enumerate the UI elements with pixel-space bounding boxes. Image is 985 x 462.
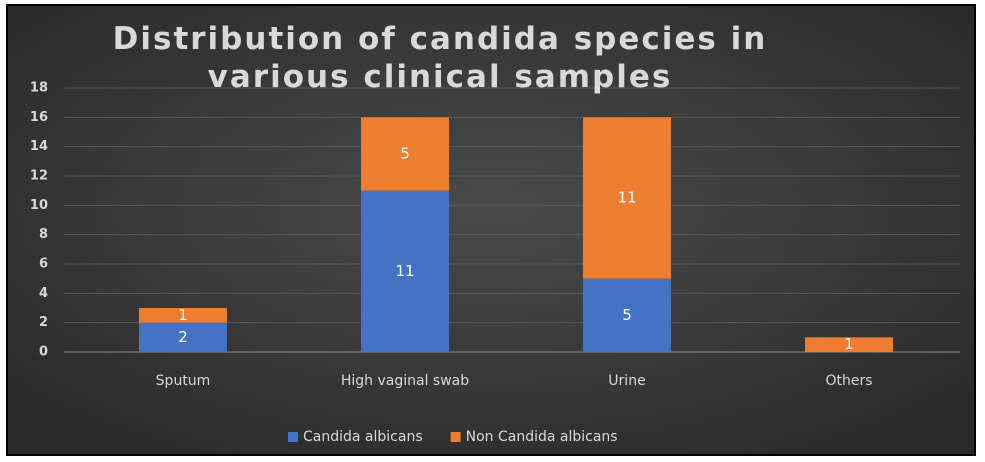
x-tick-label: High vaginal swab <box>341 373 469 389</box>
bar-segment <box>361 190 449 352</box>
legend-label: Non Candida albicans <box>466 429 618 445</box>
data-label: 11 <box>395 262 414 280</box>
y-tick-label: 16 <box>30 110 48 125</box>
x-tick-label: Others <box>825 373 872 389</box>
y-tick-label: 18 <box>30 81 48 96</box>
data-label: 1 <box>178 306 188 324</box>
bar-segment <box>139 308 227 323</box>
chart-background <box>6 4 976 456</box>
y-tick-label: 2 <box>39 315 48 330</box>
legend-label: Candida albicans <box>303 429 423 445</box>
y-tick-label: 4 <box>39 286 48 301</box>
y-tick-label: 14 <box>30 139 48 154</box>
bar-segment <box>805 337 893 352</box>
bar-segment <box>139 322 227 352</box>
y-tick-label: 8 <box>39 227 48 242</box>
chart-title: Distribution of candida species in vario… <box>112 21 768 95</box>
data-label: 5 <box>400 145 410 163</box>
bar-segment <box>361 117 449 191</box>
bar-segment <box>583 117 671 279</box>
y-tick-label: 10 <box>30 198 48 213</box>
x-tick-label: Urine <box>608 373 645 389</box>
data-label: 5 <box>622 306 632 324</box>
legend-swatch <box>288 432 298 442</box>
legend-swatch <box>450 432 461 442</box>
data-label: 1 <box>844 335 854 353</box>
bar-segment <box>583 278 671 352</box>
y-tick-label: 12 <box>30 169 48 184</box>
data-label: 11 <box>617 189 636 207</box>
data-label: 2 <box>178 328 188 346</box>
y-tick-label: 6 <box>39 257 48 272</box>
y-tick-label: 0 <box>39 345 48 360</box>
x-tick-label: Sputum <box>156 373 211 389</box>
